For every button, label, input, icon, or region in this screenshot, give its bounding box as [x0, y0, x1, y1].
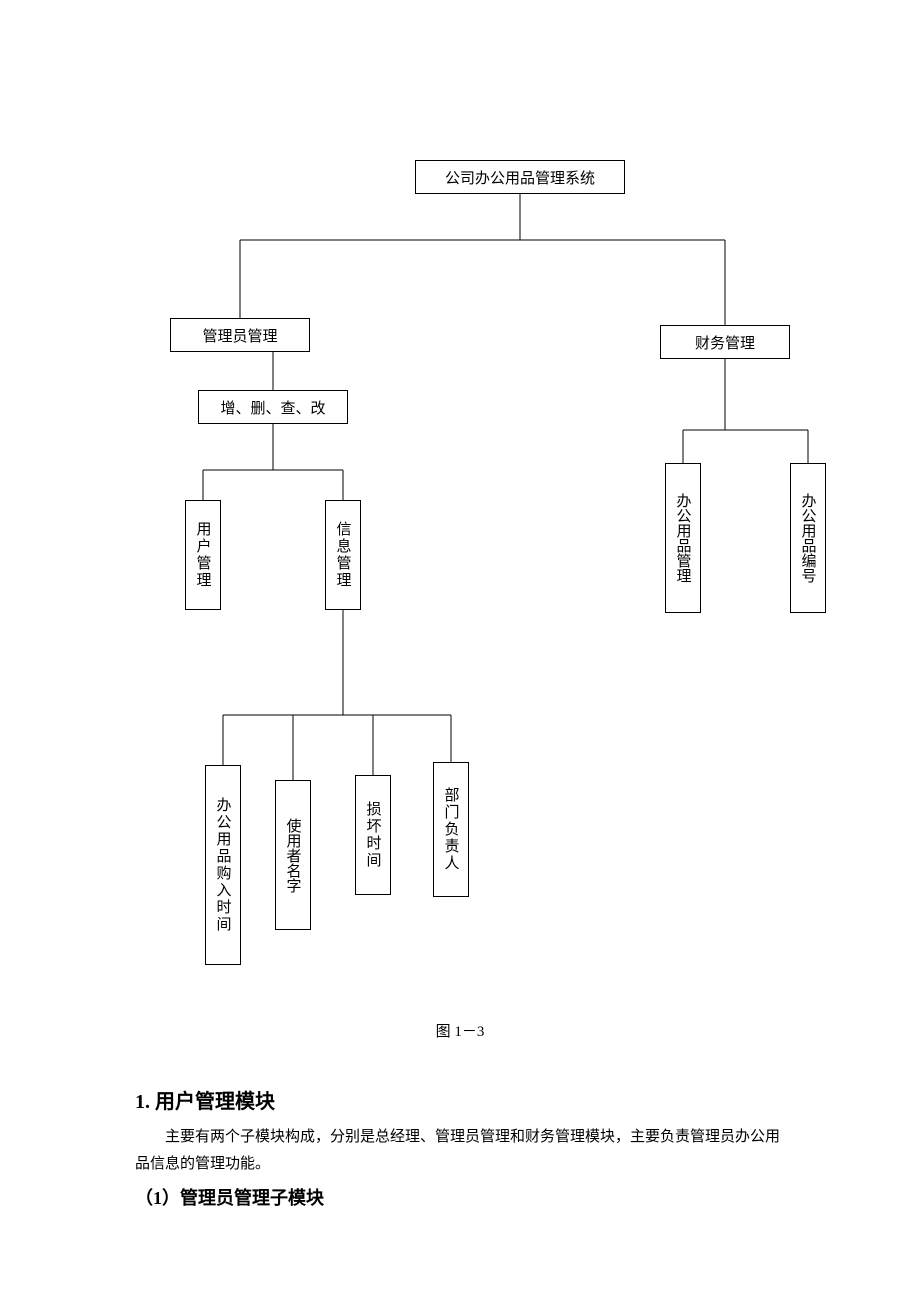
heading-2: （1）管理员管理子模块	[135, 1184, 785, 1210]
node-user-mgmt: 用户管理	[185, 500, 221, 610]
node-crud: 增、删、查、改	[198, 390, 348, 424]
node-info-mgmt: 信息管理	[325, 500, 361, 610]
heading-1-text: 用户管理模块	[155, 1091, 275, 1113]
document-text: 1. 用户管理模块 主要有两个子模块构成，分别是总经理、管理员管理和财务管理模块…	[135, 1085, 785, 1210]
heading-1: 1. 用户管理模块	[135, 1085, 785, 1114]
node-root: 公司办公用品管理系统	[415, 160, 625, 194]
heading-2-number: 1	[153, 1188, 162, 1208]
node-finance: 财务管理	[660, 325, 790, 359]
node-office-mgmt: 办公用品管理	[665, 463, 701, 613]
node-dept-head: 部门负责人	[433, 762, 469, 897]
heading-2-suffix: ）管理员管理子模块	[162, 1188, 324, 1208]
heading-1-number: 1.	[135, 1091, 150, 1113]
node-office-code: 办公用品编号	[790, 463, 826, 613]
node-damage-time: 损坏时间	[355, 775, 391, 895]
heading-2-prefix: （	[135, 1188, 153, 1208]
node-purchase-time: 办公用品购入时间	[205, 765, 241, 965]
figure-caption: 图 1－3	[0, 1020, 920, 1041]
node-admin: 管理员管理	[170, 318, 310, 352]
paragraph-1: 主要有两个子模块构成，分别是总经理、管理员管理和财务管理模块，主要负责管理员办公…	[135, 1124, 785, 1178]
node-user-name: 使用者名字	[275, 780, 311, 930]
org-tree-diagram: 公司办公用品管理系统 管理员管理 财务管理 增、删、查、改 用户管理 信息管理 …	[0, 160, 920, 990]
